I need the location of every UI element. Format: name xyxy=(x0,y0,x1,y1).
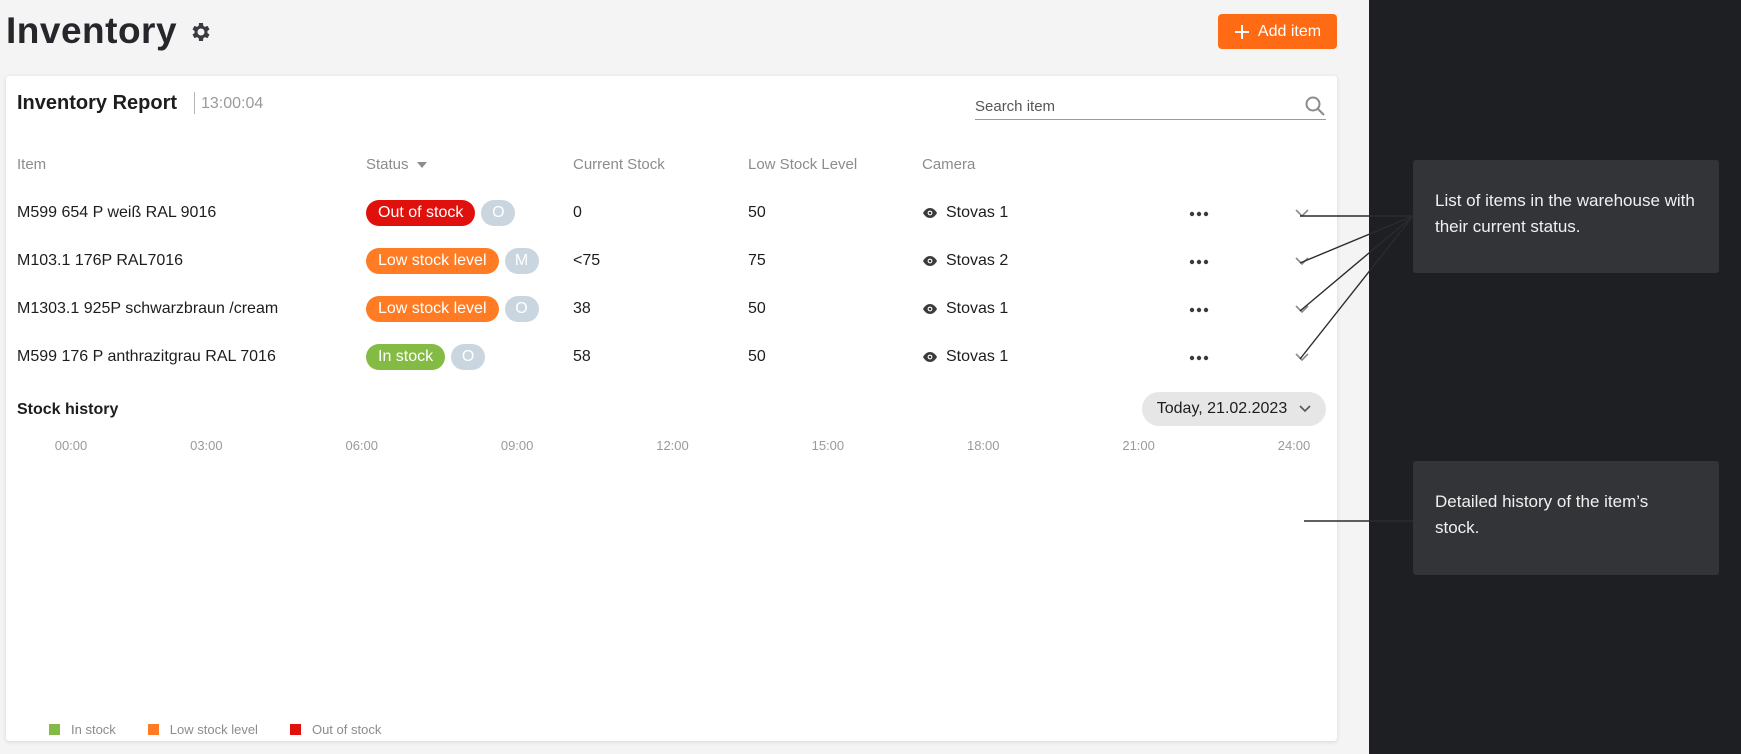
item-name: M1303.1 925P schwarzbraun /cream xyxy=(17,300,279,317)
date-selector[interactable]: Today, 21.02.2023 xyxy=(1142,392,1326,426)
low-stock-level: 50 xyxy=(748,204,766,221)
date-selector-label: Today, 21.02.2023 xyxy=(1156,400,1288,417)
title-divider xyxy=(194,92,195,114)
legend-item: In stock xyxy=(49,722,116,737)
eye-icon xyxy=(923,352,937,362)
x-tick-label: 21:00 xyxy=(1122,438,1155,453)
more-options-button[interactable] xyxy=(1187,252,1211,272)
column-header-low-stock-level: Low Stock Level xyxy=(748,156,858,173)
add-item-label: Add item xyxy=(1257,22,1322,40)
low-stock-level: 50 xyxy=(748,348,766,365)
status-badge: Out of stock xyxy=(366,200,476,226)
x-tick-label: 06:00 xyxy=(345,438,378,453)
stock-history-chart: 0025255050757510010000:0003:0006:0009:00… xyxy=(55,438,1311,453)
chart-legend: In stock Low stock level Out of stock xyxy=(49,722,381,737)
chevron-down-icon[interactable] xyxy=(1294,303,1310,315)
low-stock-level: 75 xyxy=(748,252,766,269)
chevron-down-icon[interactable] xyxy=(1294,255,1310,267)
report-time: 13:00:04 xyxy=(193,95,263,113)
more-options-button[interactable] xyxy=(1187,300,1211,320)
table-row[interactable]: M103.1 176P RAL7016 Low stock level M <75 75… xyxy=(6,238,1337,286)
column-header-status[interactable]: Status xyxy=(366,156,427,173)
legend-swatch xyxy=(289,724,301,735)
legend-swatch xyxy=(49,724,60,735)
inventory-report-card: Inventory Report 13:00:04 Item Status Cu… xyxy=(6,76,1337,741)
search-icon[interactable] xyxy=(1304,95,1326,117)
page-title: Inventory xyxy=(6,10,178,51)
history-annotation-note: Detailed history of the item’s stock. xyxy=(1413,461,1719,575)
list-annotation-note: List of items in the warehouse with thei… xyxy=(1413,160,1719,273)
current-stock: 38 xyxy=(573,300,591,317)
status-badges: Out of stock O xyxy=(366,200,516,226)
camera-name: Stovas 1 xyxy=(946,348,1009,365)
x-tick-label: 03:00 xyxy=(190,438,223,453)
x-tick-label: 12:00 xyxy=(656,438,689,453)
stock-history-title: Stock history xyxy=(17,401,119,418)
column-header-item: Item xyxy=(17,156,47,173)
gear-icon[interactable] xyxy=(188,20,212,44)
chevron-down-icon xyxy=(1299,405,1311,413)
eye-icon xyxy=(923,304,937,314)
status-header-label: Status xyxy=(366,156,409,173)
item-name: M599 654 P weiß RAL 9016 xyxy=(17,204,217,221)
low-stock-level: 50 xyxy=(748,300,766,317)
camera-name: Stovas 2 xyxy=(946,252,1009,269)
eye-icon xyxy=(923,208,937,218)
current-stock: <75 xyxy=(573,252,601,269)
legend-item: Out of stock xyxy=(289,722,382,737)
legend-item: Low stock level xyxy=(147,722,258,737)
annotation-panel xyxy=(1369,0,1741,754)
legend-label: In stock xyxy=(71,722,116,737)
plus-icon xyxy=(1234,24,1249,39)
item-name: M103.1 176P RAL7016 xyxy=(17,252,184,269)
search-input[interactable] xyxy=(975,90,1295,118)
x-tick-label: 18:00 xyxy=(967,438,1000,453)
status-badges: Low stock level M xyxy=(366,248,539,274)
camera-cell[interactable]: Stovas 1 xyxy=(922,300,1008,318)
camera-name: Stovas 1 xyxy=(946,204,1009,221)
status-badges: In stock O xyxy=(366,344,486,370)
report-time-value: 13:00:04 xyxy=(201,95,264,112)
report-title: Inventory Report xyxy=(17,92,178,114)
status-badges: Low stock level O xyxy=(366,296,539,322)
legend-label: Out of stock xyxy=(311,722,382,737)
more-options-button[interactable] xyxy=(1187,348,1211,368)
add-item-button[interactable]: Add item xyxy=(1218,14,1337,49)
x-tick-label: 15:00 xyxy=(812,438,845,453)
column-header-camera: Camera xyxy=(922,156,976,173)
mode-badge: O xyxy=(481,200,516,226)
mode-badge: O xyxy=(504,296,539,322)
more-options-button[interactable] xyxy=(1187,204,1211,224)
mode-badge: O xyxy=(451,344,486,370)
camera-name: Stovas 1 xyxy=(946,300,1009,317)
status-badge: Low stock level xyxy=(366,296,499,322)
x-tick-label: 00:00 xyxy=(55,438,88,453)
search-box xyxy=(975,90,1326,120)
more-icon xyxy=(1189,211,1209,217)
more-icon xyxy=(1189,355,1209,361)
camera-cell[interactable]: Stovas 1 xyxy=(922,204,1008,222)
caret-down-icon xyxy=(416,161,427,168)
table-row[interactable]: M1303.1 925P schwarzbraun /cream Low stoc… xyxy=(6,286,1337,334)
more-icon xyxy=(1189,259,1209,265)
table-row[interactable]: M599 176 P anthrazitgrau RAL 7016 In stoc… xyxy=(6,334,1337,382)
status-badge: In stock xyxy=(366,344,446,370)
x-tick-label: 09:00 xyxy=(501,438,534,453)
camera-cell[interactable]: Stovas 1 xyxy=(922,348,1008,366)
more-icon xyxy=(1189,307,1209,313)
camera-cell[interactable]: Stovas 2 xyxy=(922,252,1008,270)
status-badge: Low stock level xyxy=(366,248,499,274)
chevron-down-icon[interactable] xyxy=(1294,207,1310,219)
x-tick-label: 24:00 xyxy=(1278,438,1311,453)
legend-swatch xyxy=(147,724,159,735)
chevron-down-icon[interactable] xyxy=(1294,351,1310,363)
eye-icon xyxy=(923,256,937,266)
current-stock: 58 xyxy=(573,348,591,365)
legend-label: Low stock level xyxy=(169,722,258,737)
column-header-current-stock: Current Stock xyxy=(573,156,665,173)
current-stock: 0 xyxy=(573,204,582,221)
item-name: M599 176 P anthrazitgrau RAL 7016 xyxy=(17,348,276,365)
table-row[interactable]: M599 654 P weiß RAL 9016 Out of stock O 0 50… xyxy=(6,190,1337,238)
mode-badge: M xyxy=(504,248,539,274)
